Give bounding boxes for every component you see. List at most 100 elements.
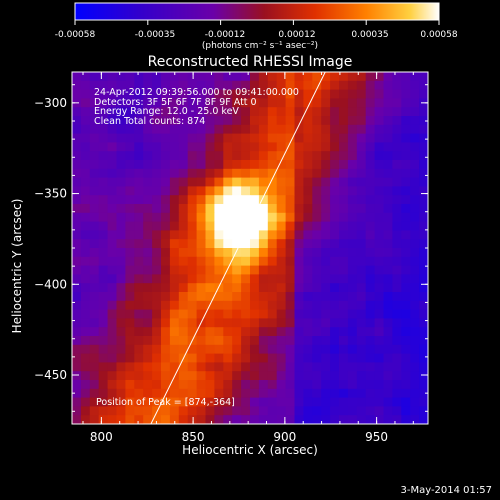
heatmap-cell <box>116 283 126 293</box>
heatmap-cell <box>205 309 215 319</box>
heatmap-cell <box>294 388 304 398</box>
heatmap-cell <box>294 344 304 354</box>
heatmap-cell <box>80 265 91 275</box>
heatmap-cell <box>347 415 358 425</box>
heatmap-cell <box>232 186 242 196</box>
heatmap-cell <box>250 72 260 82</box>
heatmap-cell <box>356 274 367 284</box>
heatmap-cell <box>232 177 242 187</box>
heatmap-cell <box>187 80 197 90</box>
heatmap-cell <box>356 248 367 258</box>
heatmap-cell <box>187 151 197 161</box>
heatmap-cell <box>125 248 135 258</box>
heatmap-cell <box>250 116 260 126</box>
heatmap-cell <box>98 336 108 346</box>
heatmap-cell <box>196 239 206 249</box>
heatmap-cell <box>80 248 91 258</box>
heatmap-cell <box>410 107 420 117</box>
heatmap-cell <box>401 107 411 117</box>
heatmap-cell <box>152 380 162 390</box>
heatmap-cell <box>134 292 144 302</box>
heatmap-cell <box>392 353 402 363</box>
heatmap-cell <box>89 142 100 152</box>
heatmap-cell <box>116 80 126 90</box>
heatmap-cell <box>232 265 242 275</box>
heatmap-cell <box>72 283 82 293</box>
heatmap-cell <box>223 239 233 249</box>
heatmap-cell <box>339 283 349 293</box>
heatmap-cell <box>374 98 384 108</box>
heatmap-cell <box>107 239 117 249</box>
heatmap-cell <box>312 212 322 222</box>
heatmap-cell <box>250 406 260 416</box>
heatmap-cell <box>80 362 91 372</box>
heatmap-cell <box>178 89 189 99</box>
heatmap-cell <box>98 283 108 293</box>
heatmap-cell <box>374 221 384 231</box>
heatmap-cell <box>116 204 126 214</box>
heatmap-cell <box>187 362 197 372</box>
heatmap-cell <box>419 265 429 275</box>
heatmap-cell <box>72 204 82 214</box>
heatmap-cell <box>232 195 242 205</box>
y-tick-label: −300 <box>34 96 67 110</box>
heatmap-cell <box>419 327 429 337</box>
heatmap-cell <box>303 168 313 178</box>
heatmap-cell <box>116 186 126 196</box>
heatmap-cell <box>214 397 224 407</box>
heatmap-cell <box>250 256 260 266</box>
heatmap-cell <box>401 397 411 407</box>
heatmap-cell <box>321 309 331 319</box>
heatmap-cell <box>80 327 91 337</box>
heatmap-cell <box>401 336 411 346</box>
heatmap-cell <box>383 362 393 372</box>
heatmap-cell <box>125 186 135 196</box>
heatmap-cell <box>267 89 278 99</box>
heatmap-cell <box>392 151 402 161</box>
heatmap-cell <box>383 371 393 381</box>
heatmap-cell <box>321 80 331 90</box>
heatmap-cell <box>187 230 197 240</box>
heatmap-cell <box>161 168 171 178</box>
heatmap-cell <box>294 248 304 258</box>
heatmap-cell <box>365 380 375 390</box>
heatmap-cell <box>330 380 340 390</box>
heatmap-cell <box>205 327 215 337</box>
heatmap-cell <box>72 371 82 381</box>
heatmap-cell <box>392 265 402 275</box>
heatmap-cell <box>80 204 91 214</box>
heatmap-cell <box>241 318 251 328</box>
heatmap-cell <box>205 124 215 134</box>
x-tick-label: 850 <box>182 430 205 444</box>
heatmap-cell <box>339 300 349 310</box>
heatmap-cell <box>303 124 313 134</box>
heatmap-cell <box>143 151 153 161</box>
heatmap-cell <box>356 204 367 214</box>
heatmap-cell <box>89 336 100 346</box>
heatmap-cell <box>143 397 153 407</box>
heatmap-cell <box>285 204 295 214</box>
heatmap-cell <box>276 133 286 143</box>
heatmap-cell <box>303 406 313 416</box>
heatmap-cell <box>214 186 224 196</box>
heatmap-cell <box>258 142 269 152</box>
heatmap-cell <box>125 116 135 126</box>
heatmap-cell <box>214 283 224 293</box>
heatmap-cell <box>374 72 384 82</box>
heatmap-cell <box>303 371 313 381</box>
heatmap-cell <box>410 72 420 82</box>
heatmap-cell <box>169 256 180 266</box>
heatmap-cell <box>107 116 117 126</box>
heatmap-cell <box>223 195 233 205</box>
heatmap-cell <box>356 406 367 416</box>
heatmap-cell <box>347 151 358 161</box>
heatmap-cell <box>152 371 162 381</box>
heatmap-cell <box>178 160 189 170</box>
heatmap-cell <box>125 195 135 205</box>
heatmap-cell <box>143 265 153 275</box>
heatmap-cell <box>392 239 402 249</box>
heatmap-cell <box>419 336 429 346</box>
heatmap-cell <box>223 98 233 108</box>
heatmap-cell <box>365 256 375 266</box>
heatmap-cell <box>152 116 162 126</box>
